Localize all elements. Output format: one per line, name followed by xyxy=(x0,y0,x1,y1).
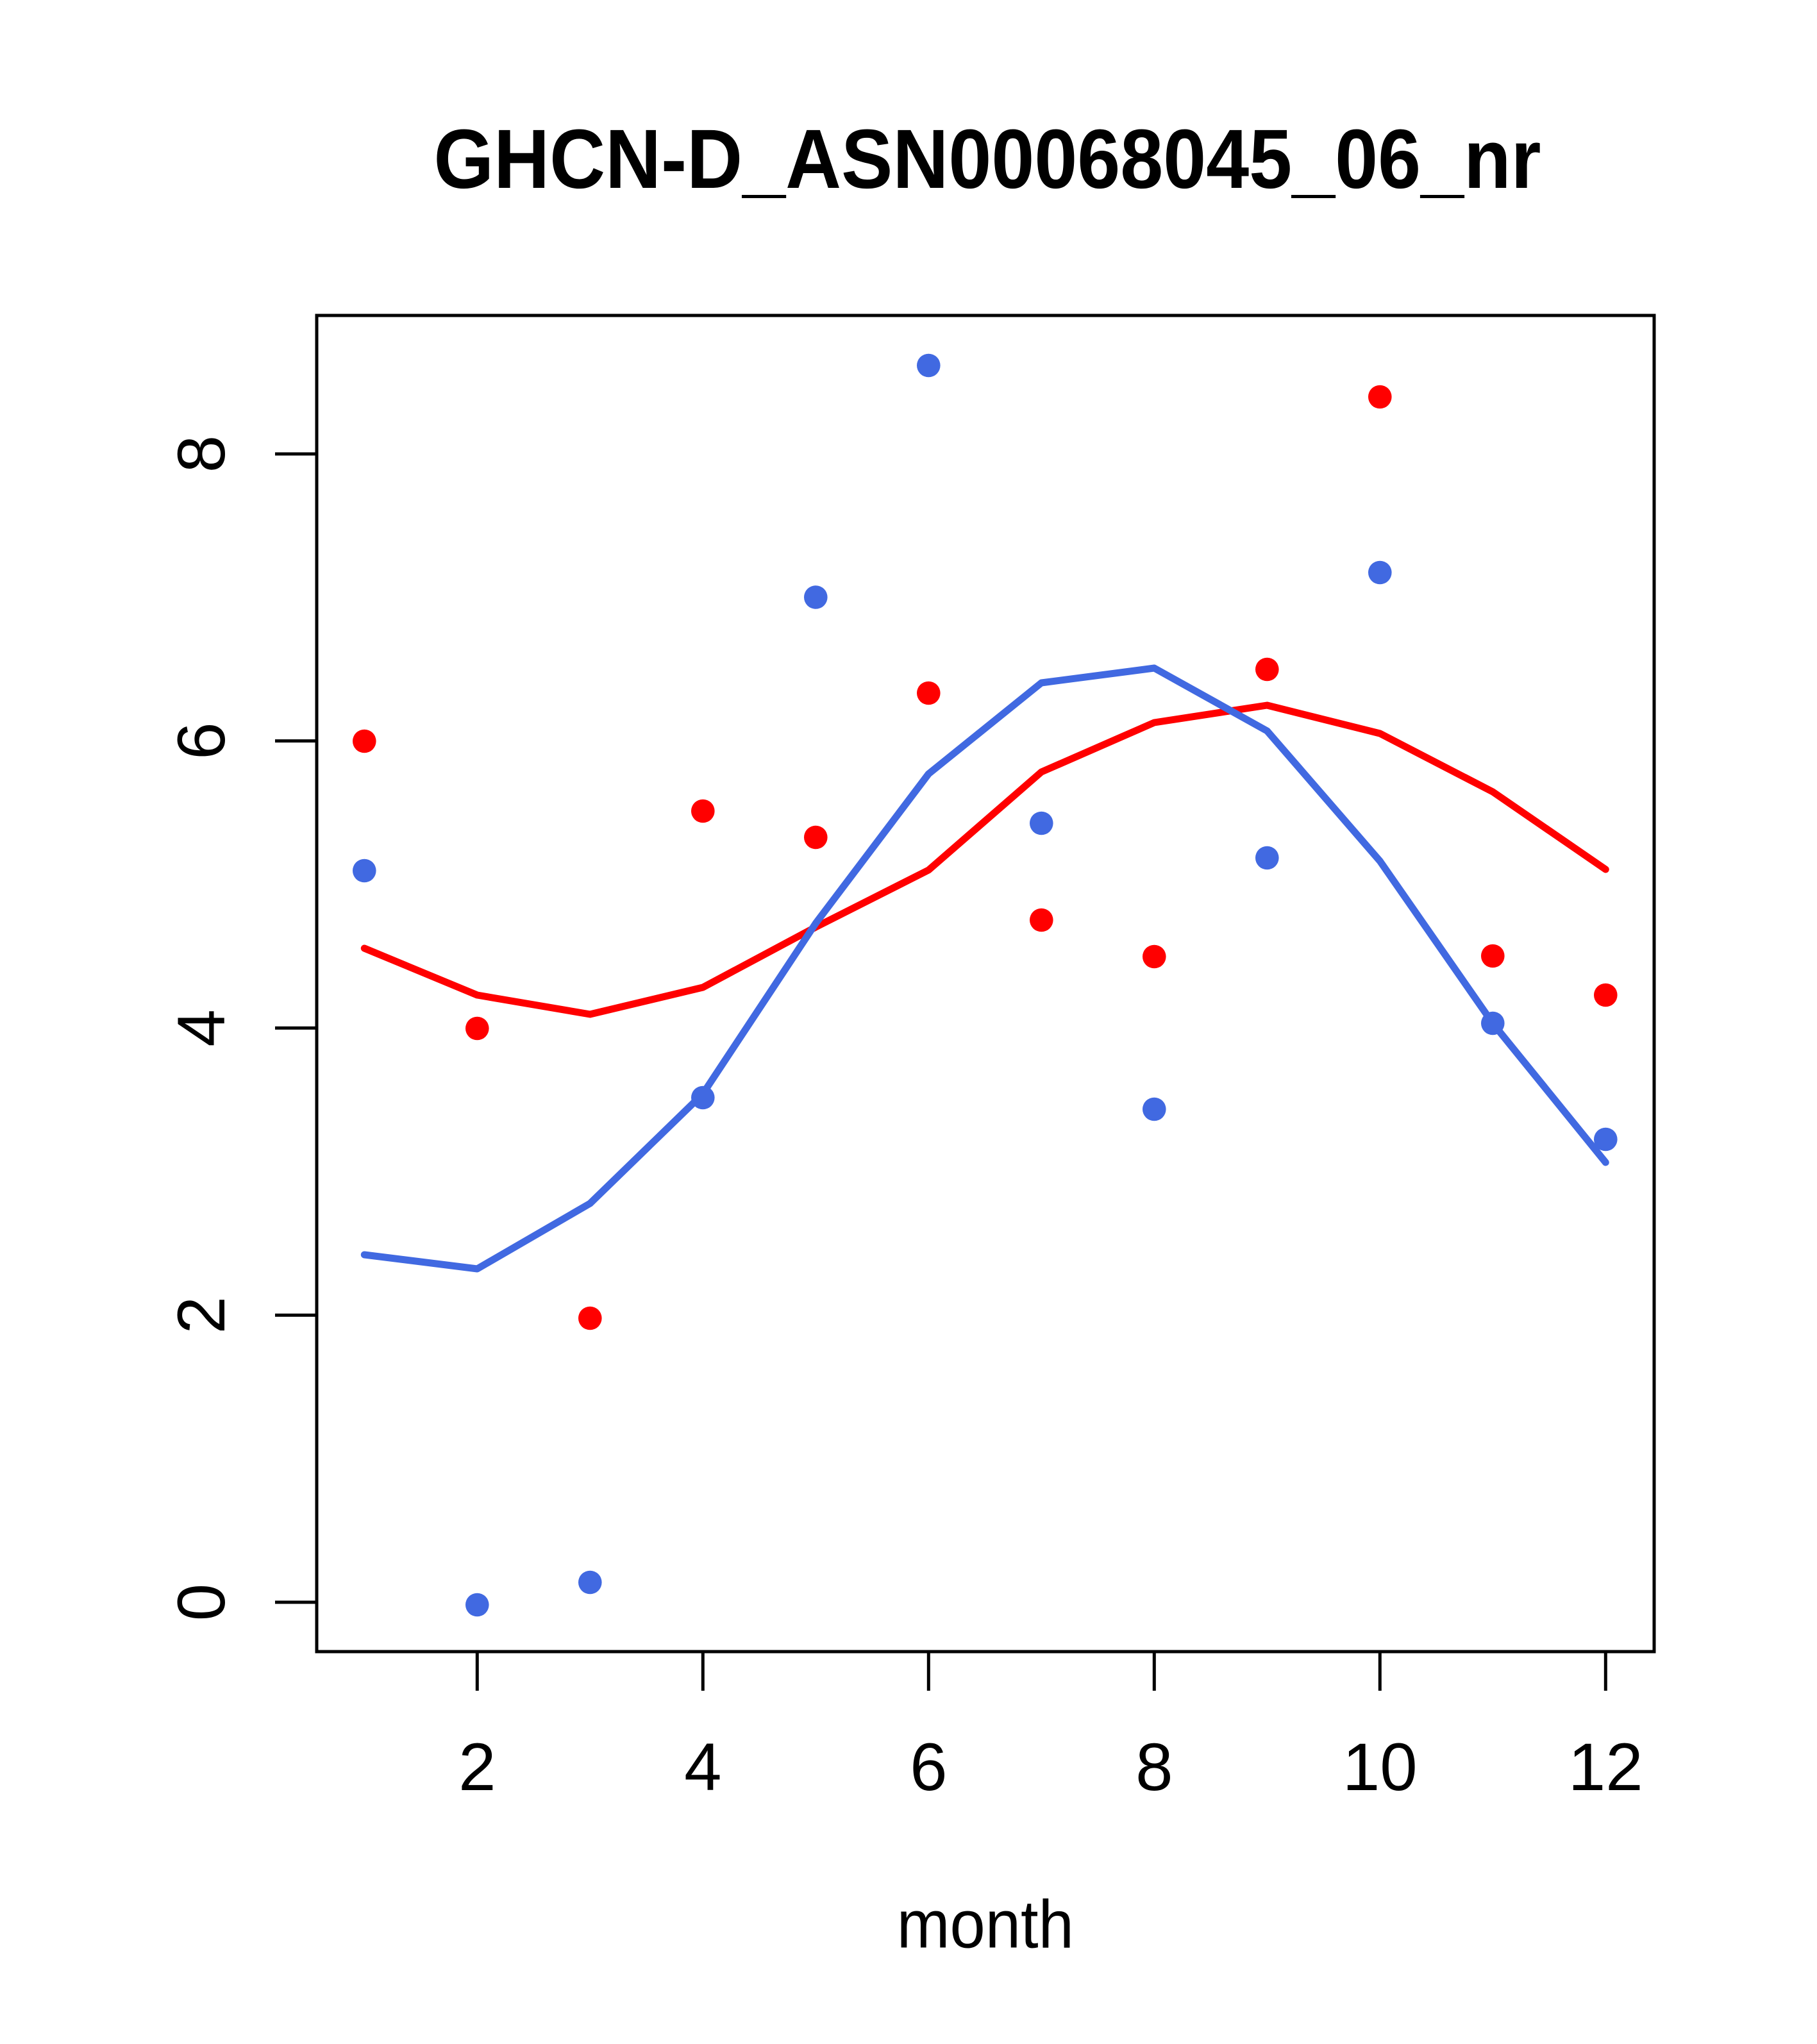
svg-text:12: 12 xyxy=(1568,1730,1643,1805)
svg-text:month: month xyxy=(897,1887,1074,1963)
svg-text:2: 2 xyxy=(458,1730,496,1805)
svg-text:4: 4 xyxy=(684,1730,721,1805)
svg-text:0: 0 xyxy=(164,1584,239,1621)
svg-text:GHCN-D_ASN00068045_06_nr: GHCN-D_ASN00068045_06_nr xyxy=(434,112,1541,206)
svg-text:6: 6 xyxy=(910,1730,947,1805)
svg-text:6: 6 xyxy=(164,722,239,759)
svg-text:2: 2 xyxy=(164,1296,239,1334)
svg-text:10: 10 xyxy=(1343,1730,1418,1805)
svg-text:8: 8 xyxy=(1135,1730,1173,1805)
svg-text:4: 4 xyxy=(164,1009,239,1046)
svg-text:8: 8 xyxy=(164,435,239,473)
